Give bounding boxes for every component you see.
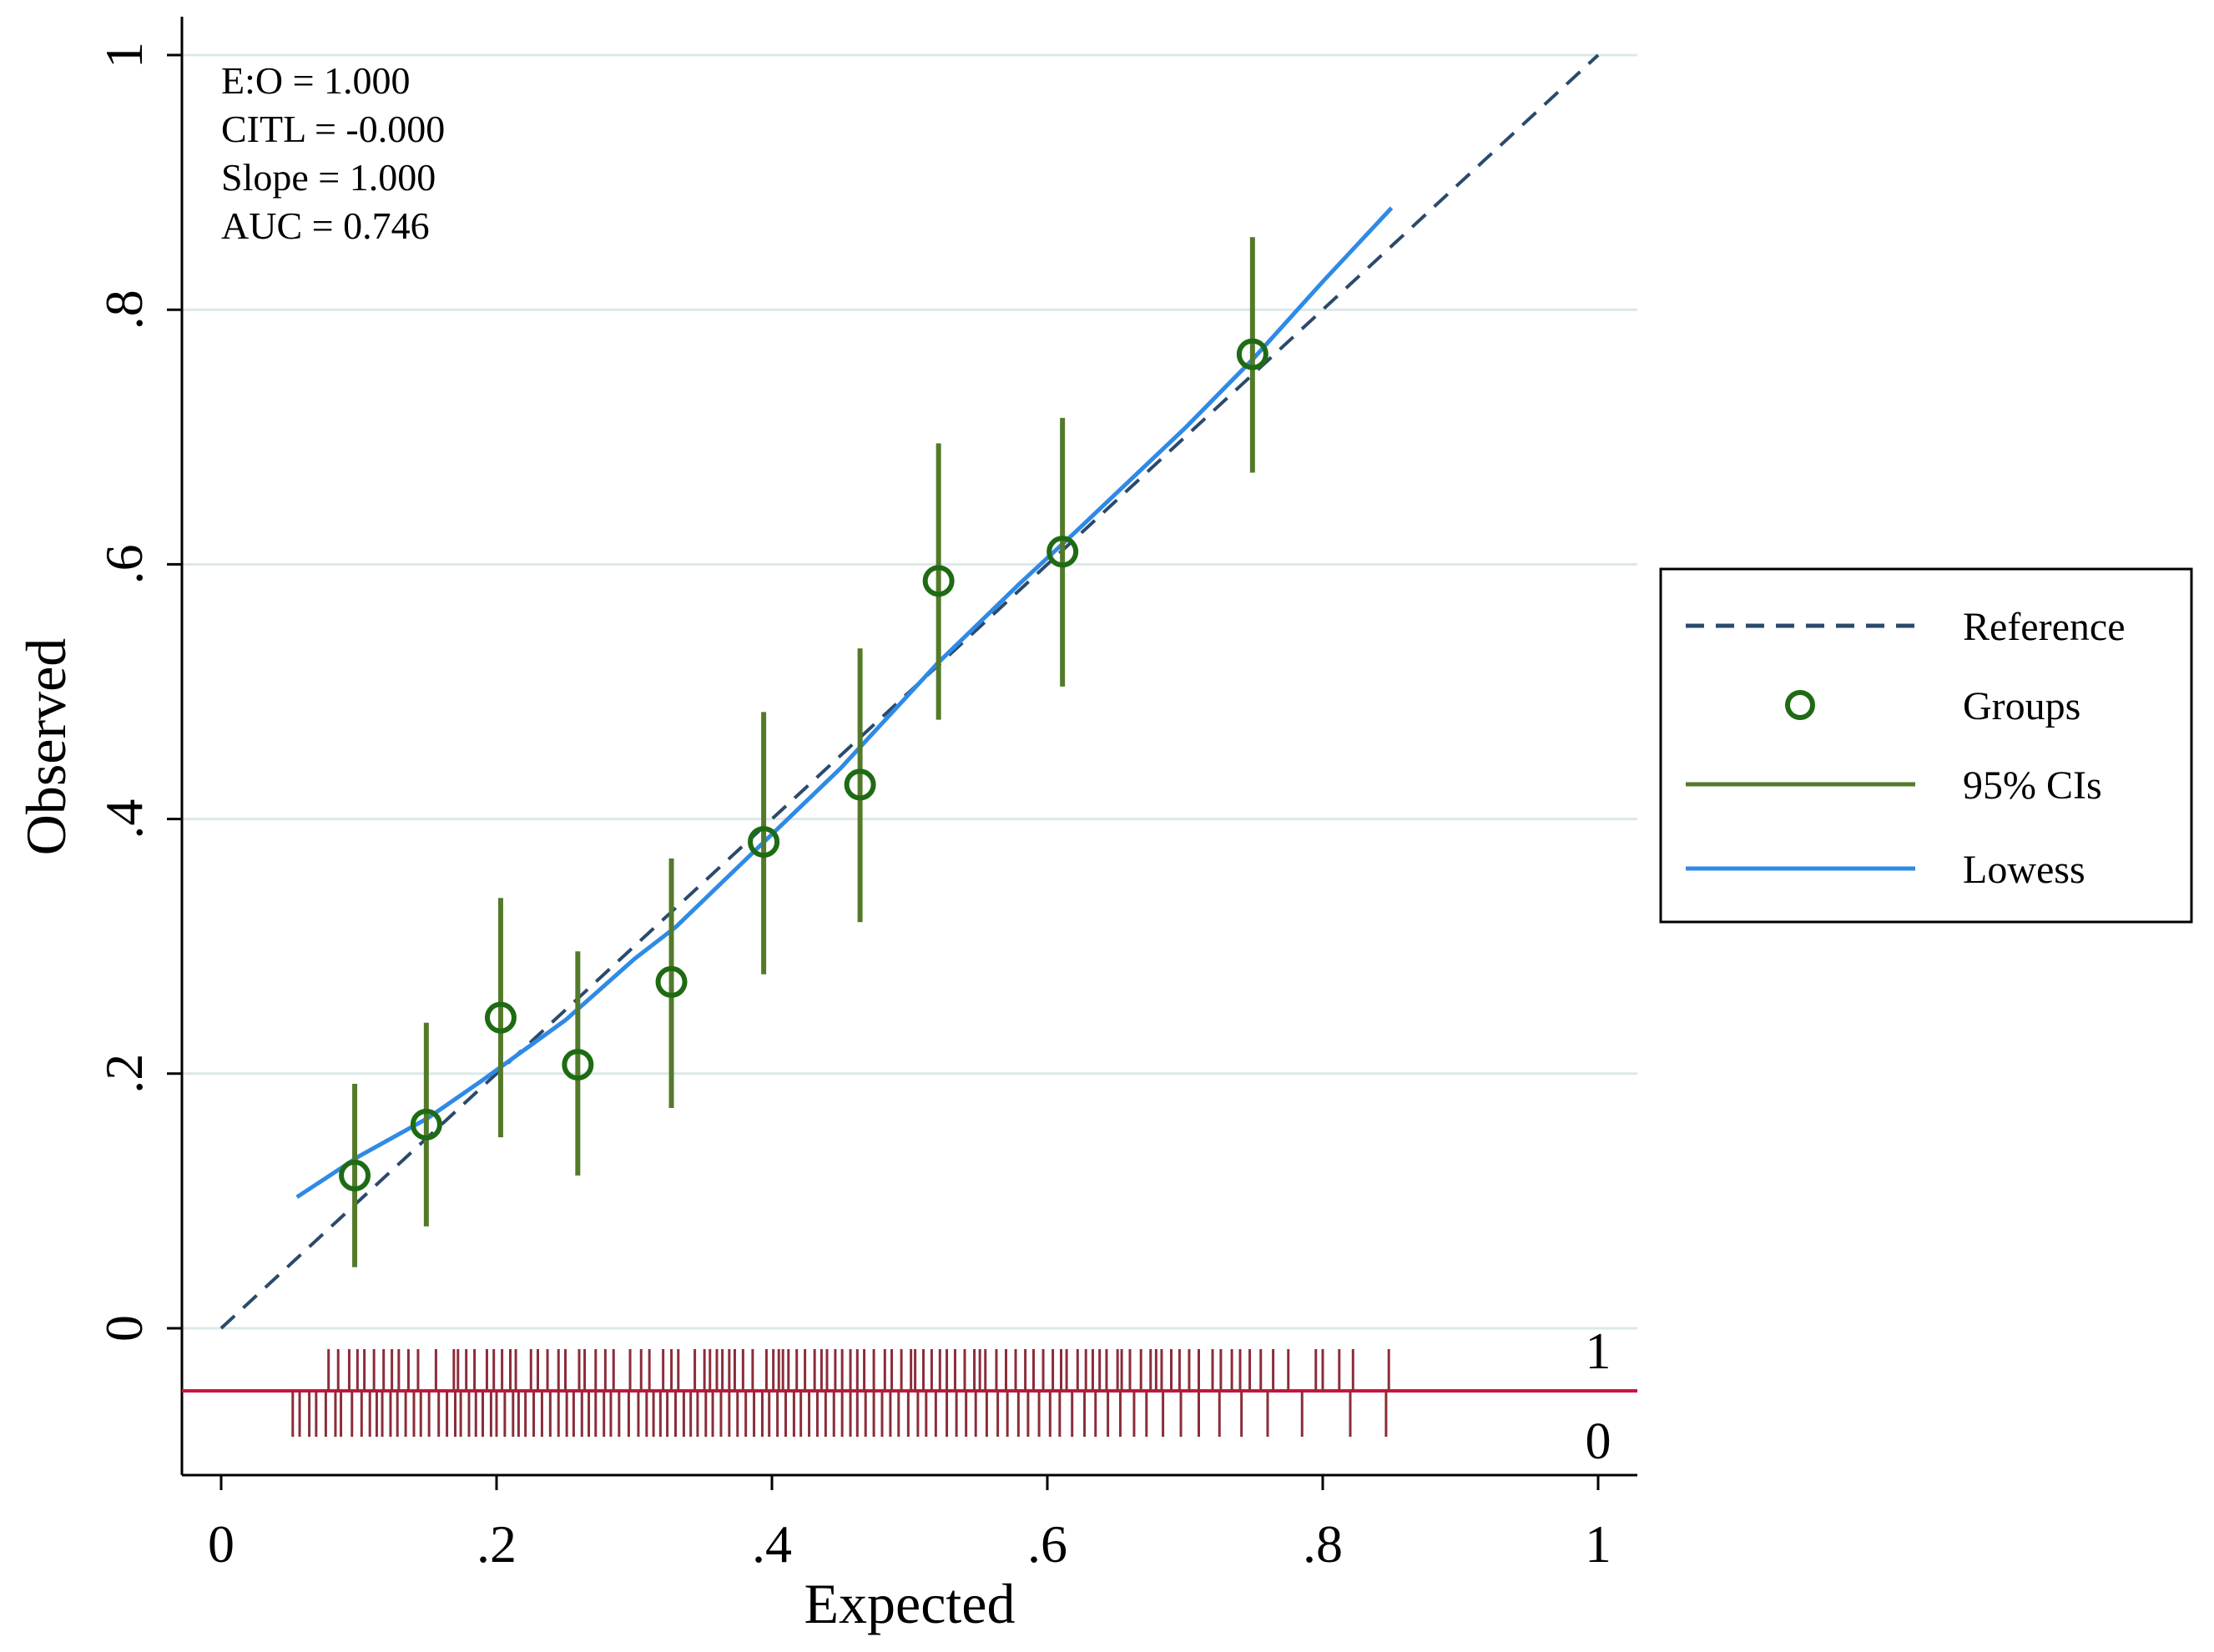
- group-point: [748, 826, 780, 859]
- stat-citl: CITL = -0.000: [221, 108, 445, 150]
- y-ticks: 0 .2 .4 .6 .8 1: [94, 42, 154, 1342]
- rug-label-0: 0: [1586, 1413, 1611, 1470]
- group-point: [562, 1049, 594, 1081]
- y-tick-label: .6: [94, 544, 154, 584]
- rug-label-1: 1: [1586, 1323, 1611, 1380]
- group-point: [410, 1108, 442, 1141]
- group-point: [844, 768, 876, 801]
- legend-groups-label: Groups: [1963, 684, 2080, 728]
- group-point: [339, 1159, 371, 1191]
- legend-groups-symbol: [1785, 690, 1815, 720]
- legend-reference-label: Reference: [1963, 605, 2126, 649]
- x-tick-label: .8: [1303, 1514, 1343, 1574]
- y-tick-label: 0: [94, 1315, 154, 1342]
- x-tick-label: .6: [1027, 1514, 1067, 1574]
- group-point: [655, 965, 688, 998]
- x-tick-label: .2: [477, 1514, 517, 1574]
- stat-auc: AUC = 0.746: [221, 204, 430, 247]
- rug-plot: 1 0: [182, 1323, 1637, 1470]
- stats-annotation: E:O = 1.000 CITL = -0.000 Slope = 1.000 …: [221, 59, 445, 247]
- x-axis-label: Expected: [804, 1572, 1016, 1635]
- legend: Reference Groups 95% CIs Lowess: [1659, 567, 2193, 924]
- legend-lowess-label: Lowess: [1963, 848, 2085, 892]
- x-tick-label: 1: [1585, 1514, 1611, 1574]
- group-point: [1236, 338, 1268, 370]
- y-tick-label: .8: [94, 290, 154, 330]
- stat-eo: E:O = 1.000: [221, 59, 411, 102]
- y-tick-label: .2: [94, 1054, 154, 1094]
- legend-ci-label: 95% CIs: [1963, 763, 2102, 808]
- x-tick-label: .4: [752, 1514, 792, 1574]
- x-tick-label: 0: [208, 1514, 235, 1574]
- plot-data: [219, 53, 1600, 1330]
- stat-slope: Slope = 1.000: [221, 156, 436, 199]
- group-point: [922, 565, 955, 597]
- x-ticks: 0 .2 .4 .6 .8 1: [208, 1514, 1611, 1574]
- y-tick-label: .4: [94, 799, 154, 839]
- axes: [167, 17, 1637, 1490]
- lowess-line: [295, 206, 1394, 1199]
- y-tick-label: 1: [94, 42, 154, 68]
- legend-box: [1659, 567, 2193, 924]
- y-axis-label: Observed: [14, 638, 78, 856]
- group-point: [484, 1001, 517, 1034]
- group-point: [1046, 536, 1079, 568]
